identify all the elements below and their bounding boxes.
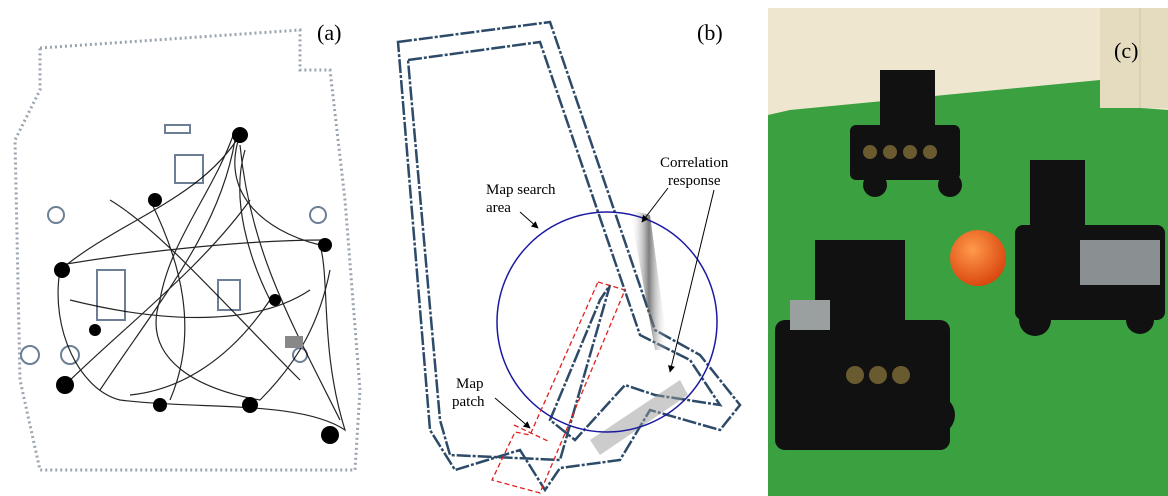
annotation: Map search bbox=[486, 182, 556, 198]
panel-a-map bbox=[15, 30, 360, 470]
annotation: patch bbox=[452, 394, 485, 410]
annotation: response bbox=[668, 173, 721, 189]
annotation: Correlation bbox=[660, 155, 729, 171]
panel-b-map: Map search area Correlation response Map… bbox=[398, 22, 740, 493]
figure: Map search area Correlation response Map… bbox=[0, 0, 1168, 496]
panel-label: (b) bbox=[697, 20, 723, 45]
annotation: Map bbox=[456, 376, 484, 392]
panel-label: (c) bbox=[1114, 38, 1138, 63]
panel-label: (a) bbox=[317, 20, 341, 45]
panel-c-photo bbox=[768, 8, 1168, 496]
annotation: area bbox=[486, 200, 511, 216]
